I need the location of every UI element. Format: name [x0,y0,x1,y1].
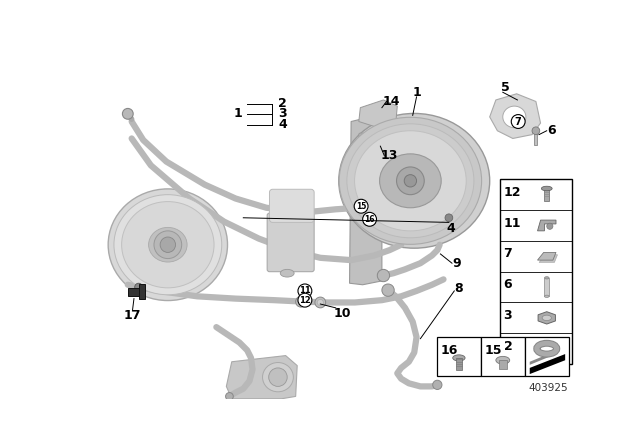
Circle shape [382,284,394,296]
Polygon shape [539,255,557,263]
Ellipse shape [347,124,474,238]
Text: 7: 7 [515,116,522,126]
Circle shape [315,297,326,308]
Circle shape [378,269,390,282]
Text: 16: 16 [440,344,458,357]
Ellipse shape [339,117,482,244]
Circle shape [547,223,553,229]
Circle shape [135,283,143,291]
Text: 11: 11 [504,216,521,229]
Text: 7: 7 [504,247,512,260]
FancyBboxPatch shape [500,179,572,364]
Text: 3: 3 [278,108,287,121]
Polygon shape [227,356,297,399]
Text: 6: 6 [547,124,556,137]
Ellipse shape [545,295,549,297]
Ellipse shape [114,195,221,295]
Bar [499,360,507,370]
Polygon shape [538,220,556,231]
Text: 2: 2 [504,340,512,353]
Text: 13: 13 [381,149,398,162]
Ellipse shape [262,362,293,392]
Ellipse shape [280,269,294,277]
Ellipse shape [148,228,187,262]
Text: 2: 2 [278,97,287,110]
Circle shape [225,392,234,400]
Circle shape [532,127,540,134]
Text: 1: 1 [412,86,421,99]
Circle shape [298,293,312,307]
Polygon shape [530,354,565,374]
Circle shape [397,167,424,195]
Text: 5: 5 [500,81,509,94]
Circle shape [363,212,376,226]
Text: 4: 4 [278,118,287,131]
Bar [128,288,143,296]
Polygon shape [490,94,541,138]
Text: 12: 12 [504,186,521,199]
Text: 14: 14 [382,95,400,108]
Text: 3: 3 [504,309,512,322]
Circle shape [269,368,287,386]
FancyBboxPatch shape [481,337,525,375]
Ellipse shape [503,106,526,128]
Text: 8: 8 [454,282,463,295]
Text: 9: 9 [452,257,461,270]
Polygon shape [349,117,382,285]
Polygon shape [530,351,556,365]
Text: 1: 1 [234,108,243,121]
Ellipse shape [122,202,214,288]
Circle shape [298,299,304,305]
Ellipse shape [108,189,227,301]
Circle shape [154,231,182,258]
FancyBboxPatch shape [269,189,314,222]
Polygon shape [538,312,556,324]
Text: 4: 4 [447,222,456,235]
Circle shape [354,199,368,213]
Ellipse shape [545,277,549,279]
Ellipse shape [452,355,465,361]
Circle shape [160,237,175,252]
Text: 16: 16 [364,215,375,224]
Ellipse shape [380,154,441,208]
Bar [545,190,549,201]
Text: 11: 11 [299,286,311,295]
Bar [456,358,462,370]
Ellipse shape [355,131,466,231]
FancyBboxPatch shape [525,337,569,375]
FancyBboxPatch shape [437,337,481,375]
Bar [139,284,145,299]
Text: 403925: 403925 [529,383,568,392]
Text: 17: 17 [124,309,141,322]
Text: 15: 15 [356,202,366,211]
Circle shape [445,214,452,222]
Polygon shape [538,252,556,260]
Ellipse shape [496,356,509,364]
Text: 15: 15 [484,344,502,357]
Bar [534,131,538,145]
Polygon shape [359,100,397,128]
Ellipse shape [541,186,552,191]
Circle shape [296,296,307,307]
Circle shape [433,380,442,389]
Circle shape [404,175,417,187]
Circle shape [122,108,133,119]
Circle shape [298,284,312,298]
FancyBboxPatch shape [267,213,314,271]
Ellipse shape [339,113,490,248]
Bar [545,278,549,296]
Text: 12: 12 [299,296,311,305]
Circle shape [511,115,525,129]
Ellipse shape [542,315,552,321]
FancyBboxPatch shape [359,133,379,198]
Circle shape [317,299,323,306]
Text: 10: 10 [333,307,351,320]
Text: 6: 6 [504,278,512,291]
